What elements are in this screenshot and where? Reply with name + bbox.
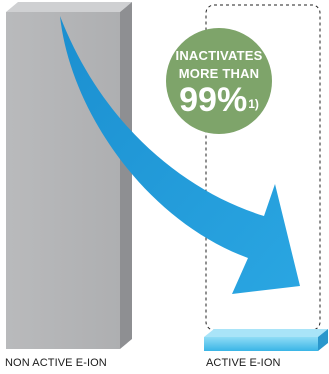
percent-value: 99%: [179, 81, 248, 119]
non-active-label: NON ACTIVE E-ION: [5, 357, 107, 369]
percentage-badge: INACTIVATES MORE THAN 99%1): [166, 28, 272, 134]
active-label: ACTIVE E-ION: [206, 357, 281, 369]
footnote-marker: 1): [248, 97, 259, 111]
non-active-bar: [6, 2, 132, 349]
badge-line-1: INACTIVATES: [175, 48, 263, 63]
active-bar: [204, 329, 328, 351]
reduction-arrow: [60, 16, 300, 294]
badge-percent: 99%1): [166, 82, 272, 118]
badge-line-2: MORE THAN: [178, 66, 260, 81]
